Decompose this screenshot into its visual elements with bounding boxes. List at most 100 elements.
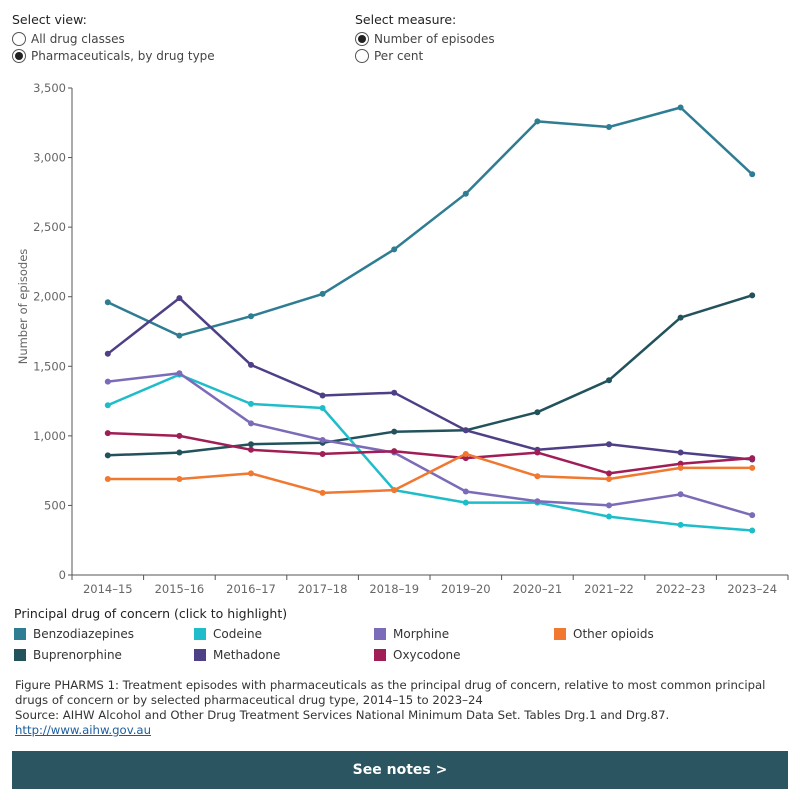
- data-point-oxycodone: [606, 470, 612, 477]
- data-point-other-opioids: [176, 475, 183, 482]
- data-point-buprenorphine: [104, 452, 111, 459]
- legend-items: Benzodiazepines Codeine Morphine Other opio…: [14, 625, 784, 663]
- data-point-benzodiazepines: [462, 190, 469, 197]
- y-tick-label: 500: [44, 498, 66, 512]
- radio-label: Number of episodes: [374, 31, 495, 46]
- data-point-benzodiazepines: [677, 104, 684, 111]
- series-line-buprenorphine: [107, 294, 753, 457]
- radio-circle-icon[interactable]: [355, 48, 369, 63]
- x-tick-label: 2022–23: [656, 582, 706, 596]
- data-point-oxycodone: [248, 446, 254, 453]
- data-point-other-opioids: [319, 489, 326, 496]
- y-tick-label: 3,500: [33, 81, 66, 95]
- legend-item-morphine[interactable]: Morphine: [374, 625, 554, 642]
- radio-circle-icon[interactable]: [12, 31, 26, 46]
- radio-all-drug-classes[interactable]: All drug classes: [12, 30, 215, 47]
- aihw-link[interactable]: http://www.aihw.gov.au: [15, 723, 152, 737]
- data-point-morphine: [677, 491, 684, 498]
- radio-number-of-episodes[interactable]: Number of episodes: [355, 30, 495, 47]
- data-point-other-opioids: [248, 470, 254, 477]
- radio-circle-checked-icon[interactable]: [355, 31, 369, 46]
- legend-title: Principal drug of concern (click to high…: [14, 606, 288, 621]
- data-point-other-opioids: [391, 487, 398, 494]
- legend-label: Codeine: [213, 626, 263, 641]
- legend-item-benzodiazepines[interactable]: Benzodiazepines: [14, 625, 194, 642]
- data-point-morphine: [319, 437, 326, 444]
- legend-swatch: [194, 648, 206, 661]
- data-point-codeine: [248, 400, 254, 407]
- legend-item-buprenorphine[interactable]: Buprenorphine: [14, 646, 194, 663]
- data-point-methadone: [176, 295, 183, 302]
- legend-swatch: [374, 648, 386, 661]
- legend-swatch: [14, 627, 26, 640]
- radio-pharmaceuticals-by-type[interactable]: Pharmaceuticals, by drug type: [12, 47, 215, 64]
- y-tick-label: 2,500: [33, 220, 66, 234]
- legend-item-oxycodone[interactable]: Oxycodone: [374, 646, 554, 663]
- data-point-morphine: [248, 420, 254, 427]
- series-line-methadone: [107, 296, 753, 461]
- data-point-codeine: [319, 405, 326, 412]
- data-point-methadone: [677, 449, 684, 456]
- see-notes-button[interactable]: See notes >: [12, 751, 788, 789]
- data-point-codeine: [104, 402, 111, 409]
- data-point-oxycodone: [319, 450, 326, 457]
- data-point-methadone: [319, 392, 326, 399]
- data-point-methadone: [391, 389, 398, 396]
- data-point-codeine: [462, 499, 469, 506]
- y-tick-label: 3,000: [33, 151, 66, 165]
- data-point-oxycodone: [677, 460, 684, 467]
- data-point-buprenorphine: [391, 428, 398, 435]
- legend-item-methadone[interactable]: Methadone: [194, 646, 374, 663]
- y-axis-title: Number of episodes: [16, 249, 30, 365]
- data-point-methadone: [104, 350, 111, 357]
- data-point-other-opioids: [749, 464, 756, 471]
- data-point-methadone: [606, 441, 612, 448]
- data-point-benzodiazepines: [104, 299, 111, 306]
- legend: Principal drug of concern (click to high…: [14, 606, 784, 663]
- line-chart: 0 500 1,000 1,500 2,000 2,500 3,000 3,500 Number…: [16, 81, 789, 596]
- data-point-morphine: [534, 498, 541, 505]
- legend-swatch: [194, 627, 206, 640]
- data-point-morphine: [176, 370, 183, 377]
- data-point-oxycodone: [391, 448, 398, 455]
- radio-circle-checked-icon[interactable]: [12, 48, 26, 63]
- x-tick-label: 2015–16: [155, 582, 205, 596]
- x-tick-label: 2016–17: [226, 582, 276, 596]
- series-line-benzodiazepines: [107, 106, 754, 337]
- legend-swatch: [374, 627, 386, 640]
- y-tick-label: 0: [59, 568, 66, 582]
- legend-item-codeine[interactable]: Codeine: [194, 625, 374, 642]
- data-point-morphine: [104, 378, 111, 385]
- figure-caption: Figure PHARMS 1: Treatment episodes with…: [15, 678, 790, 738]
- legend-label: Oxycodone: [393, 647, 461, 662]
- legend-label: Other opioids: [573, 626, 654, 641]
- radio-per-cent[interactable]: Per cent: [355, 47, 495, 64]
- data-point-benzodiazepines: [248, 313, 254, 320]
- data-point-other-opioids: [606, 475, 612, 482]
- data-point-buprenorphine: [534, 409, 541, 416]
- data-point-other-opioids: [534, 473, 541, 480]
- legend-item-other-opioids[interactable]: Other opioids: [554, 625, 754, 642]
- data-point-oxycodone: [462, 455, 469, 462]
- radio-label: All drug classes: [31, 31, 125, 46]
- data-point-benzodiazepines: [176, 332, 183, 339]
- data-point-codeine: [606, 513, 612, 520]
- data-point-buprenorphine: [176, 449, 183, 456]
- data-point-buprenorphine: [606, 377, 612, 384]
- x-tick-label: 2018–19: [369, 582, 419, 596]
- x-tick-label: 2023–24: [727, 582, 777, 596]
- data-point-buprenorphine: [677, 314, 684, 321]
- data-point-morphine: [749, 512, 756, 519]
- data-point-benzodiazepines: [606, 123, 612, 130]
- data-point-other-opioids: [677, 464, 684, 471]
- data-point-benzodiazepines: [534, 118, 541, 125]
- data-point-oxycodone: [176, 432, 183, 439]
- data-point-oxycodone: [749, 455, 756, 462]
- legend-label: Benzodiazepines: [33, 626, 135, 641]
- data-point-other-opioids: [104, 475, 111, 482]
- data-point-buprenorphine: [749, 292, 756, 299]
- data-point-morphine: [462, 488, 469, 495]
- x-tick-label: 2021–22: [584, 582, 634, 596]
- data-point-benzodiazepines: [749, 171, 756, 178]
- data-point-morphine: [606, 502, 612, 509]
